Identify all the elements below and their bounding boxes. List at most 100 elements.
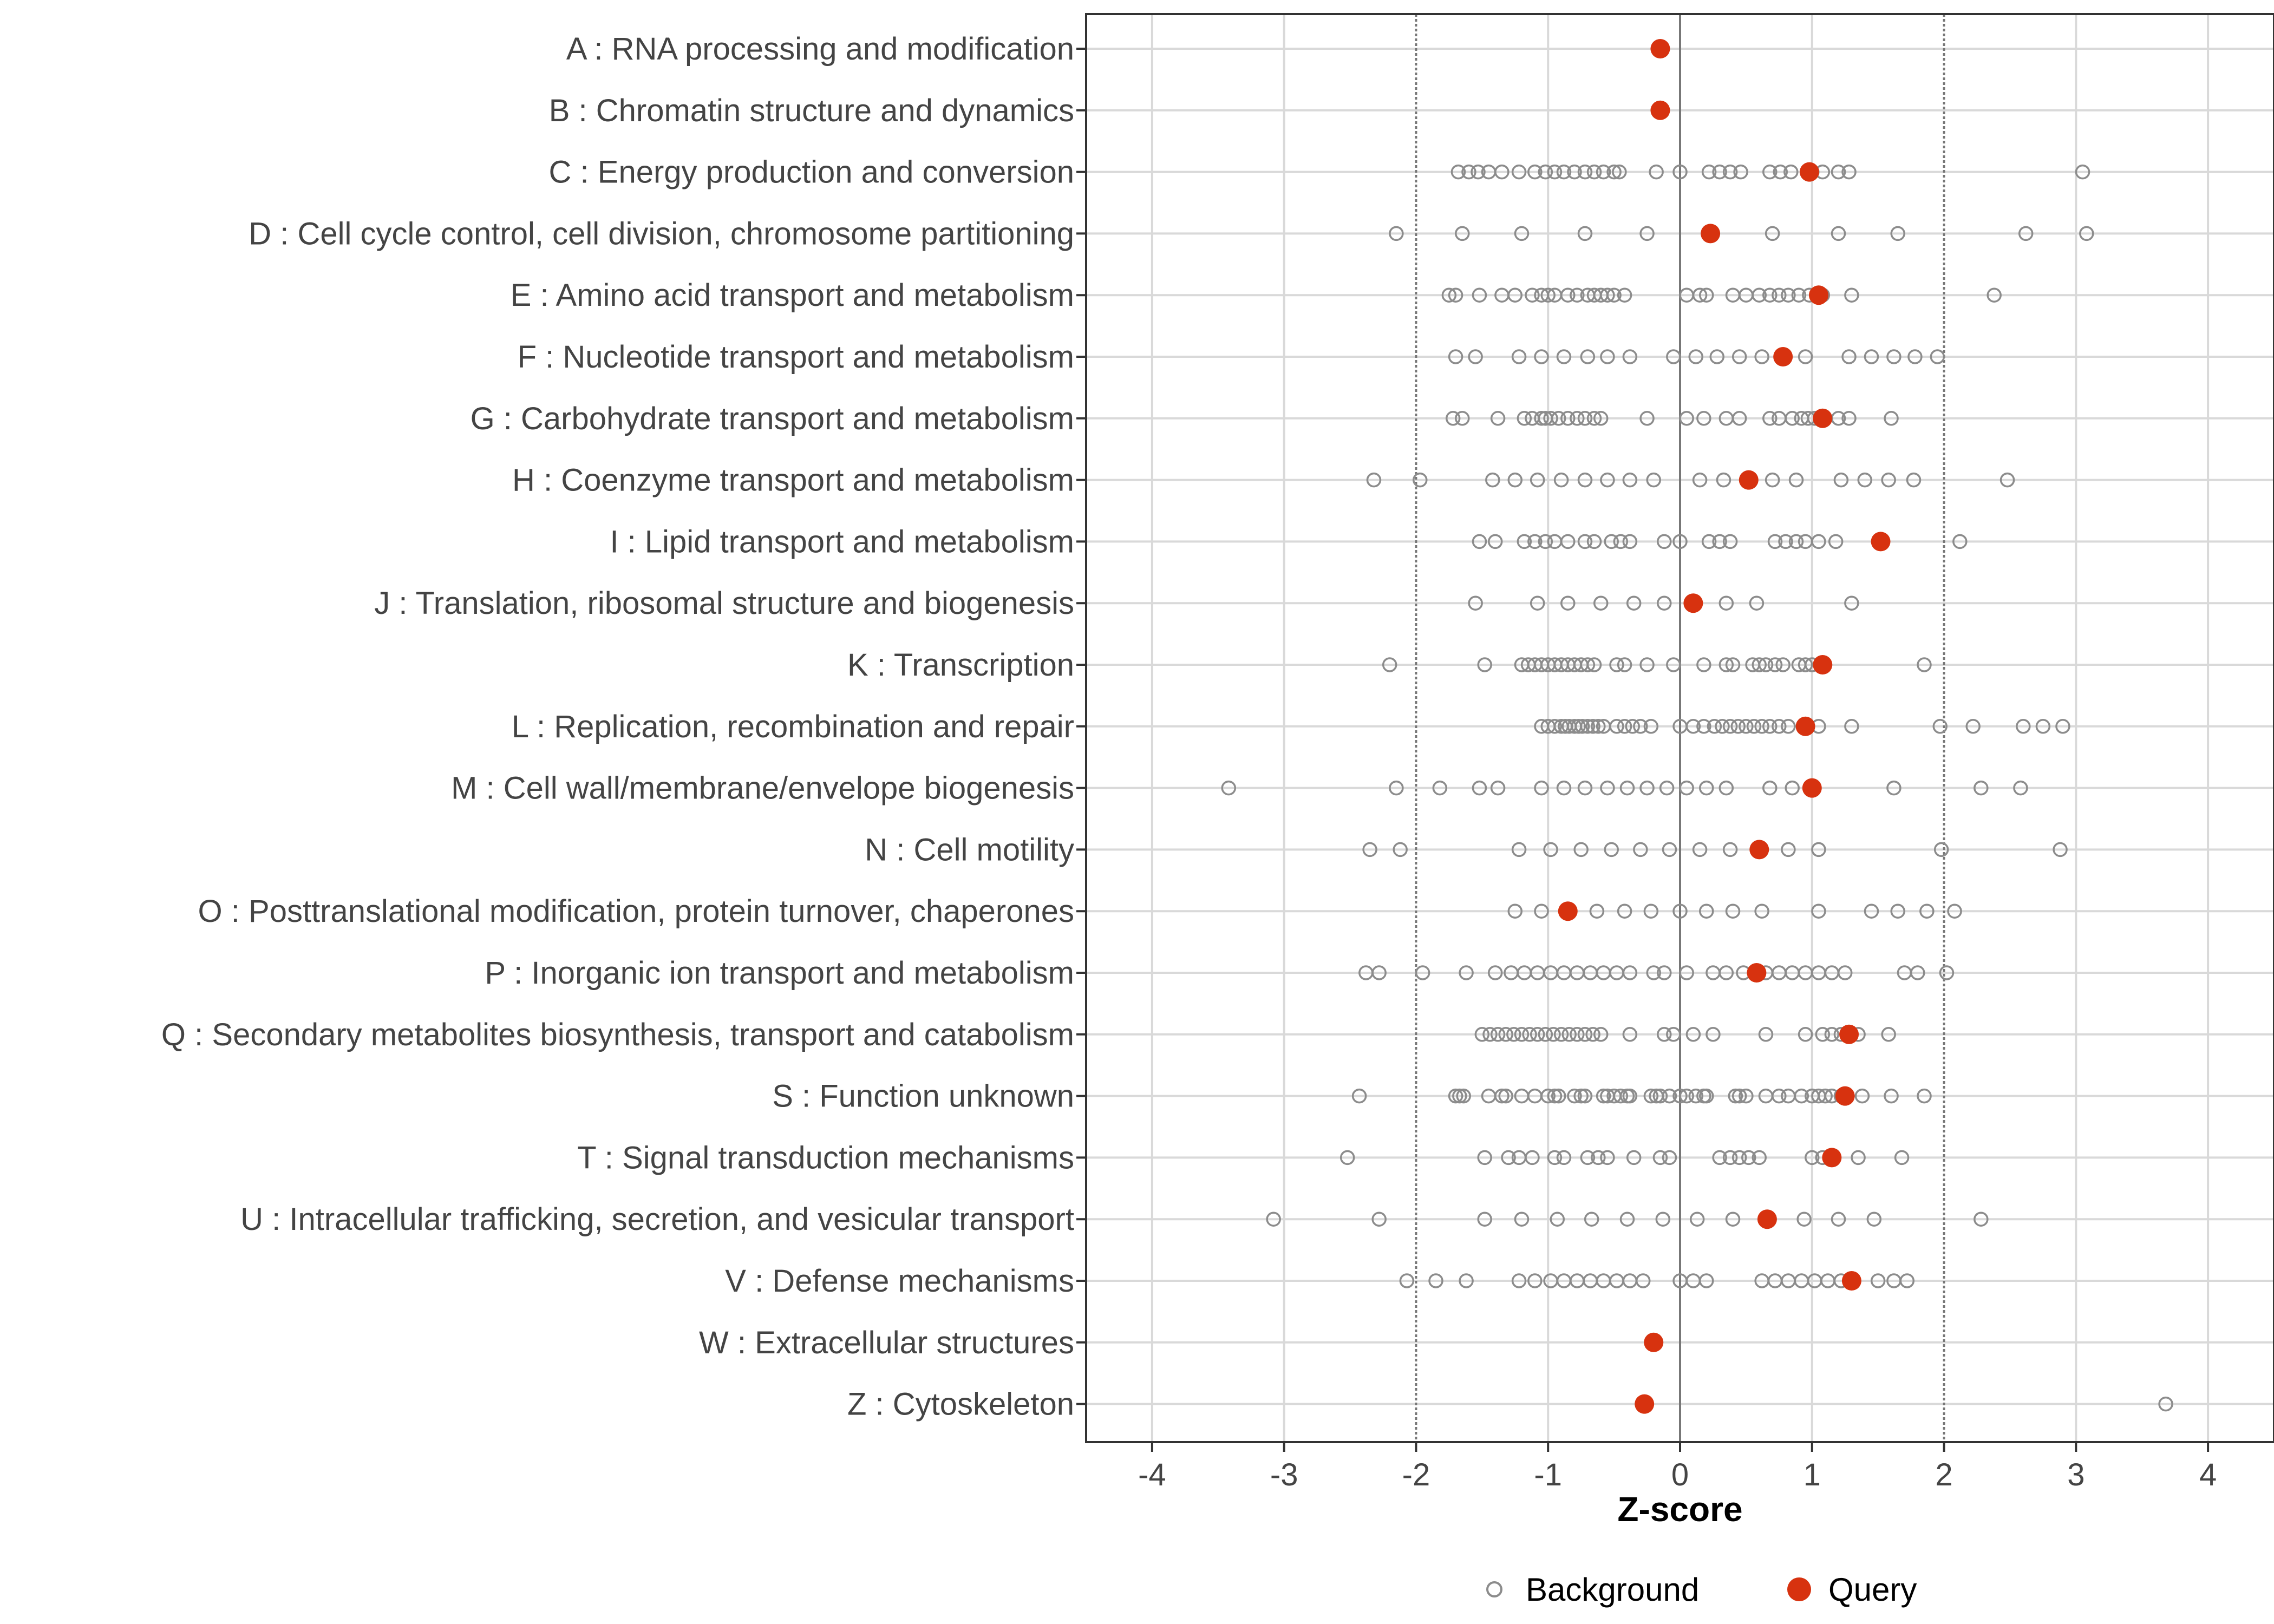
query-point [1558, 901, 1578, 921]
category-label: A : RNA processing and modification [566, 31, 1074, 67]
background-point [1556, 780, 1572, 796]
background-point [1527, 1273, 1543, 1288]
background-point [1547, 1150, 1563, 1165]
background-point [1685, 719, 1701, 734]
background-point [2158, 1396, 2173, 1412]
background-point [1762, 164, 1778, 180]
background-point [1586, 534, 1602, 549]
background-point [1556, 1150, 1572, 1165]
background-point [1679, 1088, 1694, 1104]
background-point [1461, 164, 1476, 180]
background-point [1609, 719, 1624, 734]
background-point [1939, 965, 1955, 980]
query-point [1757, 1209, 1777, 1229]
background-point [1498, 1027, 1513, 1042]
background-point [1593, 1027, 1609, 1042]
background-point [1622, 349, 1638, 364]
background-point [1626, 595, 1642, 611]
background-point [1811, 842, 1826, 857]
background-point [1450, 164, 1466, 180]
background-point [1585, 719, 1600, 734]
background-point [1857, 472, 1873, 488]
background-point [1560, 287, 1576, 303]
background-point [1550, 1212, 1565, 1227]
background-point [1701, 164, 1717, 180]
background-point [1688, 1088, 1704, 1104]
background-point [1591, 719, 1606, 734]
background-point [1775, 657, 1791, 672]
category-label: C : Energy production and conversion [549, 155, 1074, 190]
query-point [1802, 778, 1822, 798]
background-point [1617, 657, 1632, 672]
background-point [1655, 1212, 1671, 1227]
background-point [1722, 534, 1738, 549]
background-point [1485, 472, 1500, 488]
background-point [1701, 534, 1717, 549]
background-point [2075, 164, 2090, 180]
background-point [1477, 1212, 1492, 1227]
category-label: U : Intracellular trafficking, secretion… [240, 1202, 1074, 1237]
background-point [1600, 349, 1615, 364]
background-point [1494, 164, 1510, 180]
background-point [1459, 1273, 1474, 1288]
background-point [1580, 1150, 1596, 1165]
background-point [1844, 595, 1859, 611]
query-point [1839, 1024, 1859, 1044]
background-point [1507, 903, 1523, 919]
query-point [1822, 1148, 1842, 1168]
background-point [1699, 903, 1714, 919]
background-point [1591, 1150, 1606, 1165]
background-point [1696, 719, 1711, 734]
background-point [1656, 534, 1672, 549]
background-point [1910, 965, 1925, 980]
query-point [1841, 1271, 1861, 1291]
background-point [1828, 534, 1844, 549]
background-point [1593, 411, 1609, 426]
background-point [1570, 1027, 1585, 1042]
background-point [1530, 1027, 1545, 1042]
background-point [1965, 719, 1981, 734]
background-point [1567, 1088, 1582, 1104]
background-point [1864, 349, 1879, 364]
background-point [1762, 411, 1778, 426]
background-point [1511, 1273, 1527, 1288]
background-point [1999, 472, 2015, 488]
background-point [1746, 719, 1762, 734]
background-point [1538, 534, 1553, 549]
background-point [1625, 719, 1640, 734]
background-point [1699, 1273, 1714, 1288]
background-point [1783, 164, 1799, 180]
background-point [1659, 780, 1675, 796]
query-point [1650, 100, 1670, 120]
background-point [1765, 472, 1780, 488]
background-point [1606, 287, 1622, 303]
background-point [1772, 287, 1787, 303]
category-label: M : Cell wall/membrane/envelope biogenes… [451, 771, 1074, 806]
background-point [1577, 1027, 1593, 1042]
query-point [1813, 655, 1833, 675]
background-point [1788, 472, 1804, 488]
background-point [1781, 842, 1796, 857]
background-point [1577, 226, 1593, 241]
background-point [1815, 1027, 1831, 1042]
background-point [1389, 780, 1404, 796]
background-point [1543, 842, 1558, 857]
category-label: B : Chromatin structure and dynamics [549, 93, 1074, 128]
background-point [1471, 164, 1486, 180]
background-point [1514, 1212, 1530, 1227]
background-point [1824, 1027, 1840, 1042]
background-point [1585, 1027, 1600, 1042]
background-point [1540, 1088, 1556, 1104]
background-point [1487, 534, 1503, 549]
legend-background-marker [1486, 1581, 1502, 1597]
background-point [1656, 1027, 1672, 1042]
background-point [1507, 472, 1523, 488]
background-point [2035, 719, 2051, 734]
background-point [1679, 780, 1694, 796]
background-point [1561, 1027, 1577, 1042]
background-point [1707, 719, 1722, 734]
background-point [1870, 1273, 1886, 1288]
background-point [1339, 1150, 1355, 1165]
background-point [1633, 842, 1648, 857]
background-point [1580, 349, 1596, 364]
